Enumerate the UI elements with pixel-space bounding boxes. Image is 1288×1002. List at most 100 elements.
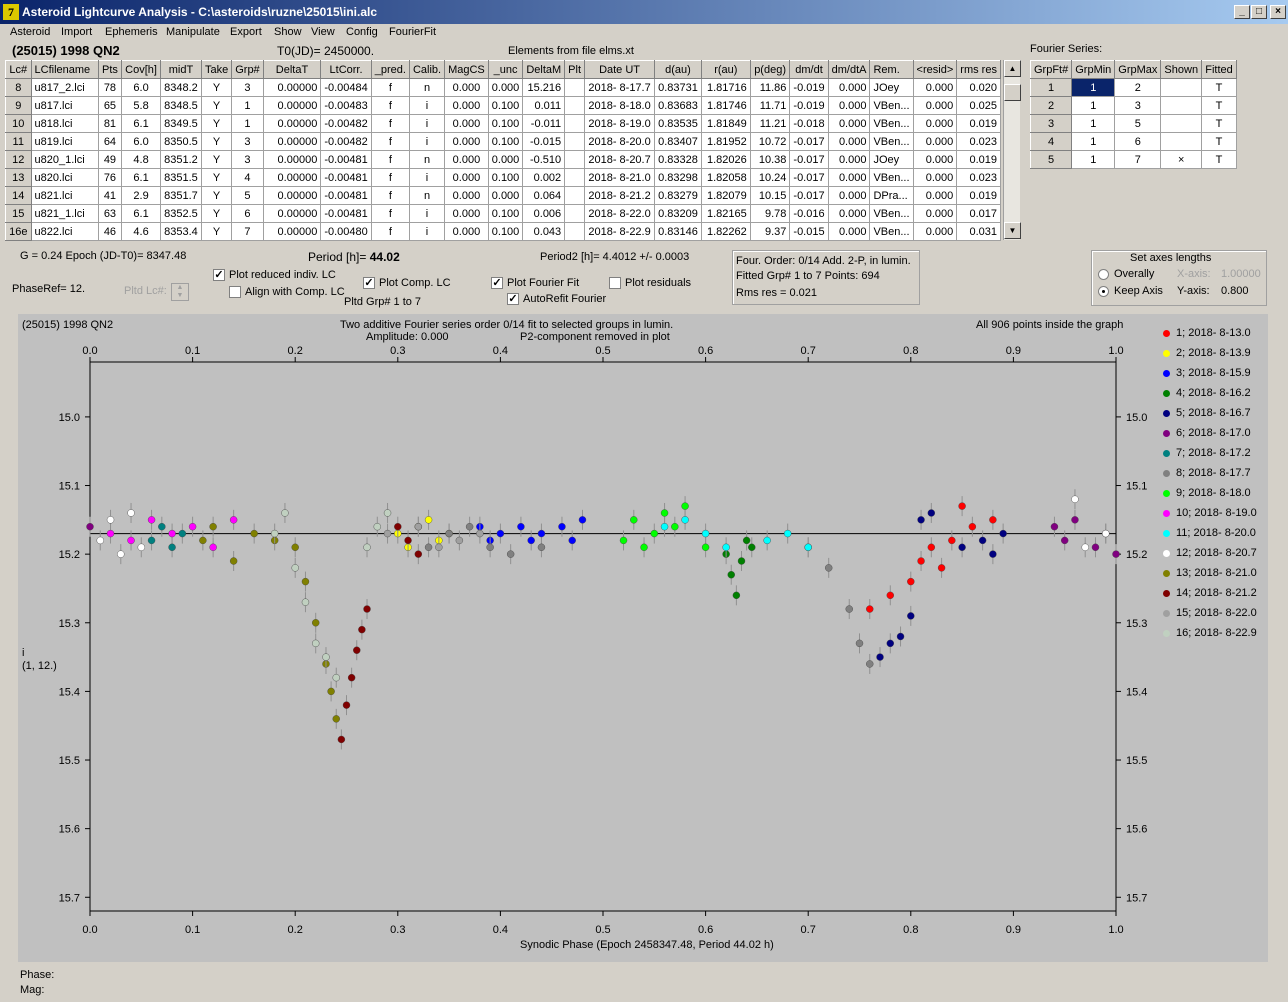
table-cell[interactable]: 0.000 bbox=[827, 150, 871, 169]
column-header[interactable]: _pred. bbox=[370, 60, 410, 79]
table-cell[interactable]: 7 bbox=[231, 222, 264, 241]
scroll-thumb[interactable] bbox=[1004, 84, 1021, 101]
table-cell[interactable]: 1.81716 bbox=[700, 78, 751, 97]
table-cell[interactable]: 1.82079 bbox=[700, 186, 751, 205]
title-bar[interactable]: 7 Asteroid Lightcurve Analysis - C:\aste… bbox=[0, 0, 1288, 24]
table-cell[interactable]: f bbox=[370, 222, 410, 241]
table-cell[interactable]: 0.000 bbox=[912, 114, 958, 133]
table-cell[interactable]: f bbox=[370, 186, 410, 205]
table-row[interactable]: 5 1 7 × T bbox=[1029, 150, 1237, 169]
column-header[interactable]: Shown bbox=[1160, 60, 1203, 79]
table-cell[interactable]: 0.00000 bbox=[262, 168, 322, 187]
table-cell[interactable]: 9.78 bbox=[749, 204, 791, 223]
keep-axis-radio[interactable]: Keep Axis bbox=[1098, 285, 1163, 297]
table-cell[interactable]: 2018- 8-22.9 bbox=[584, 222, 656, 241]
table-cell[interactable]: 5 bbox=[1114, 114, 1162, 133]
table-cell[interactable]: -0.00480 bbox=[320, 222, 372, 241]
row-header[interactable]: 12 bbox=[5, 150, 32, 169]
table-cell[interactable]: 1.82058 bbox=[700, 168, 751, 187]
table-cell[interactable]: 41 bbox=[97, 186, 123, 205]
table-cell[interactable]: 0.011 bbox=[522, 96, 566, 115]
table-cell[interactable]: 0.000 bbox=[912, 222, 958, 241]
overally-radio[interactable]: Overally bbox=[1098, 268, 1154, 280]
table-cell[interactable]: 0.000 bbox=[487, 78, 524, 97]
table-cell[interactable]: VBen... bbox=[869, 222, 914, 241]
row-header[interactable]: 1 bbox=[1029, 78, 1073, 97]
column-header[interactable]: LCfilename bbox=[30, 60, 99, 79]
table-row[interactable]: 16e u822.lci 46 4.6 8353.4 Y 7 0.00000 -0.00480 f… bbox=[5, 222, 1001, 241]
menu-export[interactable]: Export bbox=[230, 26, 262, 38]
table-cell[interactable]: -0.017 bbox=[789, 186, 829, 205]
table-cell[interactable]: 0.002 bbox=[522, 168, 566, 187]
table-cell[interactable]: VBen... bbox=[869, 114, 914, 133]
column-header[interactable]: Fitted bbox=[1201, 60, 1237, 79]
period-field[interactable]: Period [h]= 44.02 bbox=[308, 250, 400, 264]
pltd-lc-spinner[interactable]: ▲ ▼ bbox=[171, 283, 189, 301]
row-header[interactable]: 5 bbox=[1029, 150, 1073, 169]
table-cell[interactable]: 0.000 bbox=[444, 114, 489, 133]
column-header[interactable]: Calib. bbox=[408, 60, 446, 79]
column-header[interactable]: Pts bbox=[97, 60, 123, 79]
table-scrollbar[interactable]: ▲ ▼ bbox=[1003, 60, 1021, 240]
table-row[interactable]: 13 u820.lci 76 6.1 8351.5 Y 4 0.00000 -0.00481 f i… bbox=[5, 168, 1001, 187]
table-cell[interactable]: 8353.4 bbox=[159, 222, 202, 241]
table-cell[interactable]: 0.031 bbox=[956, 222, 1001, 241]
table-cell[interactable]: u822.lci bbox=[30, 222, 99, 241]
table-cell[interactable]: 78 bbox=[97, 78, 123, 97]
table-cell[interactable]: 2018- 8-21.2 bbox=[584, 186, 656, 205]
plot-comp-checkbox[interactable]: ✓ Plot Comp. LC bbox=[363, 277, 451, 290]
menu-asteroid[interactable]: Asteroid bbox=[10, 26, 51, 38]
table-cell[interactable]: 11.71 bbox=[749, 96, 791, 115]
table-cell[interactable]: 0.023 bbox=[956, 168, 1001, 187]
table-cell[interactable]: 10.38 bbox=[749, 150, 791, 169]
table-cell[interactable]: 0.000 bbox=[487, 186, 524, 205]
column-header[interactable]: Lc# bbox=[5, 60, 32, 79]
minimize-button[interactable]: _ bbox=[1234, 5, 1250, 19]
table-cell[interactable]: -0.017 bbox=[789, 168, 829, 187]
table-cell[interactable]: 0.83209 bbox=[654, 204, 702, 223]
table-cell[interactable]: 8351.2 bbox=[159, 150, 202, 169]
table-cell[interactable]: u817_2.lci bbox=[30, 78, 99, 97]
table-cell[interactable]: -0.00482 bbox=[320, 114, 372, 133]
table-cell[interactable]: 49 bbox=[97, 150, 123, 169]
menu-import[interactable]: Import bbox=[61, 26, 93, 38]
column-header[interactable]: Take bbox=[200, 60, 233, 79]
table-cell[interactable]: 0.100 bbox=[487, 168, 524, 187]
table-row[interactable]: 15 u821_1.lci 63 6.1 8352.5 Y 6 0.00000 -0.00481… bbox=[5, 204, 1001, 223]
table-cell[interactable]: 0.00000 bbox=[262, 132, 322, 151]
table-cell[interactable]: 0.100 bbox=[487, 132, 524, 151]
table-row[interactable]: 9 u817.lci 65 5.8 8348.5 Y 1 0.00000 -0.00483 f i 0… bbox=[5, 96, 1001, 115]
table-cell[interactable]: -0.00483 bbox=[320, 96, 372, 115]
table-cell[interactable]: 1.81746 bbox=[700, 96, 751, 115]
row-header[interactable]: 10 bbox=[5, 114, 32, 133]
scroll-up-icon[interactable]: ▲ bbox=[1004, 60, 1021, 77]
table-cell[interactable]: 0.000 bbox=[444, 150, 489, 169]
column-header[interactable]: dm/dtA bbox=[827, 60, 871, 79]
table-cell[interactable]: 0.017 bbox=[956, 204, 1001, 223]
table-cell[interactable]: 4.6 bbox=[121, 222, 161, 241]
table-cell[interactable]: 8352.5 bbox=[159, 204, 202, 223]
table-cell[interactable]: 2018- 8-20.0 bbox=[584, 132, 656, 151]
table-row[interactable]: 10 u818.lci 81 6.1 8349.5 Y 1 0.00000 -0.00482 f i… bbox=[5, 114, 1001, 133]
table-cell[interactable]: T bbox=[1201, 150, 1237, 169]
table-cell[interactable]: 0.000 bbox=[444, 186, 489, 205]
table-cell[interactable]: 11.86 bbox=[749, 78, 791, 97]
table-cell[interactable]: 0.83298 bbox=[654, 168, 702, 187]
table-cell[interactable]: 0.019 bbox=[956, 186, 1001, 205]
table-cell[interactable]: -0.019 bbox=[789, 96, 829, 115]
maximize-button[interactable]: □ bbox=[1251, 5, 1267, 19]
table-cell[interactable]: 0.100 bbox=[487, 96, 524, 115]
lightcurve-table[interactable]: Lc# LCfilename Pts Cov[h] midT Take Grp# DeltaT… bbox=[5, 60, 1001, 241]
table-cell[interactable]: 8350.5 bbox=[159, 132, 202, 151]
column-header[interactable]: <resid> bbox=[912, 60, 958, 79]
table-cell[interactable]: f bbox=[370, 96, 410, 115]
plot-reduced-checkbox[interactable]: ✓ Plot reduced indiv. LC bbox=[213, 269, 336, 282]
plot-residuals-checkbox[interactable]: Plot residuals bbox=[609, 277, 691, 290]
table-cell[interactable]: 0.000 bbox=[444, 222, 489, 241]
menu-manipulate[interactable]: Manipulate bbox=[166, 26, 220, 38]
plot-fourier-checkbox[interactable]: ✓ Plot Fourier Fit bbox=[491, 277, 579, 290]
row-header[interactable]: 11 bbox=[5, 132, 32, 151]
